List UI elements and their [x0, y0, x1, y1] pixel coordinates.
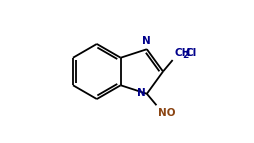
- Text: N: N: [137, 88, 146, 98]
- Text: N: N: [142, 36, 151, 46]
- Text: CH: CH: [173, 48, 190, 58]
- Text: 2: 2: [182, 51, 188, 60]
- Text: NO: NO: [157, 108, 174, 118]
- Text: Cl: Cl: [185, 48, 196, 58]
